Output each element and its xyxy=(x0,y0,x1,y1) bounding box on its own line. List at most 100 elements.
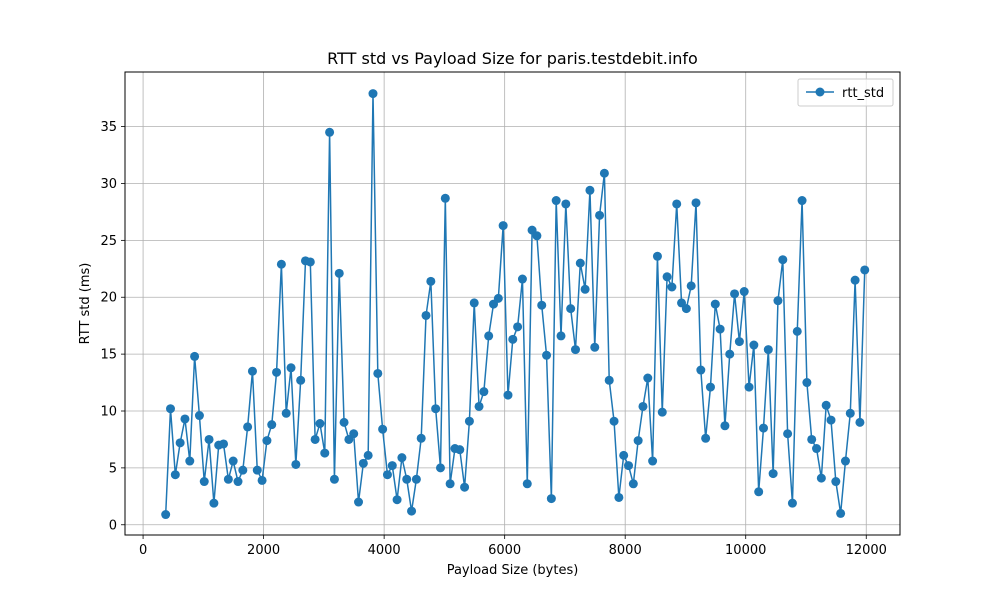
data-point xyxy=(812,444,822,454)
data-point xyxy=(787,498,797,508)
data-point xyxy=(190,351,200,361)
data-point xyxy=(734,337,744,347)
data-point xyxy=(648,456,658,466)
data-point xyxy=(638,401,648,411)
x-axis-title: Payload Size (bytes) xyxy=(447,563,579,578)
data-point xyxy=(286,363,296,373)
data-point xyxy=(310,434,320,444)
data-point xyxy=(614,492,624,502)
data-point xyxy=(354,497,364,507)
data-point xyxy=(185,456,195,466)
data-point xyxy=(580,284,590,294)
y-tick-label: 5 xyxy=(109,461,117,476)
data-point xyxy=(479,387,489,397)
data-point xyxy=(349,429,359,439)
data-point xyxy=(537,300,547,310)
x-tick-label: 4000 xyxy=(368,543,401,558)
legend: rtt_std xyxy=(797,78,894,107)
data-point xyxy=(633,436,643,446)
data-point xyxy=(840,456,850,466)
data-point xyxy=(566,304,576,314)
data-point xyxy=(831,477,841,487)
data-point xyxy=(493,293,503,303)
data-point xyxy=(768,469,778,479)
data-point xyxy=(508,334,518,344)
data-point xyxy=(860,265,870,275)
data-point xyxy=(759,423,768,433)
data-point xyxy=(783,429,793,439)
data-point xyxy=(826,415,836,425)
data-point xyxy=(161,510,171,520)
data-point xyxy=(358,458,368,468)
data-point xyxy=(426,276,436,286)
axis-ticks: 0 2000 4000 6000 8000 10000 12000 0 5 10 15 20 25 30 3… xyxy=(100,120,886,558)
data-point xyxy=(402,474,412,484)
data-point xyxy=(238,465,248,475)
data-point xyxy=(720,421,730,431)
data-point xyxy=(595,210,605,220)
data-point xyxy=(170,470,180,480)
data-point xyxy=(416,433,426,443)
data-point xyxy=(705,382,715,392)
data-point xyxy=(522,479,532,489)
data-point xyxy=(166,404,175,414)
data-point xyxy=(585,185,595,195)
data-point xyxy=(339,417,349,427)
data-point xyxy=(792,326,802,336)
data-point xyxy=(474,401,484,411)
data-point xyxy=(378,424,388,434)
data-point xyxy=(455,445,465,455)
data-point xyxy=(686,281,696,291)
data-point xyxy=(836,508,846,518)
data-point xyxy=(219,439,229,449)
y-axis-title: RTT std (ms) xyxy=(78,263,93,345)
data-point xyxy=(469,298,479,308)
data-point xyxy=(672,199,682,209)
data-point xyxy=(276,259,286,269)
data-point xyxy=(243,422,253,432)
data-point xyxy=(643,373,653,383)
legend-box xyxy=(797,78,894,107)
legend-label-rtt-std: rtt_std xyxy=(842,86,884,101)
y-tick-label: 10 xyxy=(100,405,117,420)
data-point xyxy=(194,411,204,421)
data-point xyxy=(715,324,725,334)
x-tick-label: 0 xyxy=(139,543,147,558)
series-line-rtt_std xyxy=(164,92,866,515)
data-point xyxy=(267,420,277,430)
data-point xyxy=(382,470,392,480)
data-point xyxy=(334,268,344,278)
data-point xyxy=(773,296,783,306)
data-point xyxy=(855,417,865,427)
data-point xyxy=(730,289,740,299)
data-point xyxy=(262,436,272,446)
data-point xyxy=(411,474,421,484)
data-point xyxy=(604,375,614,385)
x-tick-label: 6000 xyxy=(488,543,521,558)
data-point xyxy=(233,477,243,487)
data-point xyxy=(209,498,219,508)
data-point xyxy=(223,474,233,484)
data-point xyxy=(551,196,561,206)
data-point xyxy=(778,255,788,265)
data-point xyxy=(701,433,711,443)
data-point xyxy=(180,414,190,424)
data-point xyxy=(464,416,474,426)
data-point xyxy=(440,193,450,203)
x-tick-label: 10000 xyxy=(725,543,766,558)
data-point xyxy=(532,231,542,241)
data-point xyxy=(498,221,508,231)
data-point xyxy=(305,257,315,267)
x-tick-label: 12000 xyxy=(846,543,887,558)
data-point xyxy=(503,390,513,400)
data-point xyxy=(739,287,749,297)
data-point xyxy=(575,258,585,268)
data-point xyxy=(421,310,431,320)
data-point xyxy=(199,477,209,487)
data-point xyxy=(681,304,691,314)
data-point xyxy=(542,350,552,360)
data-point xyxy=(272,367,282,377)
x-tick-label: 2000 xyxy=(247,543,280,558)
